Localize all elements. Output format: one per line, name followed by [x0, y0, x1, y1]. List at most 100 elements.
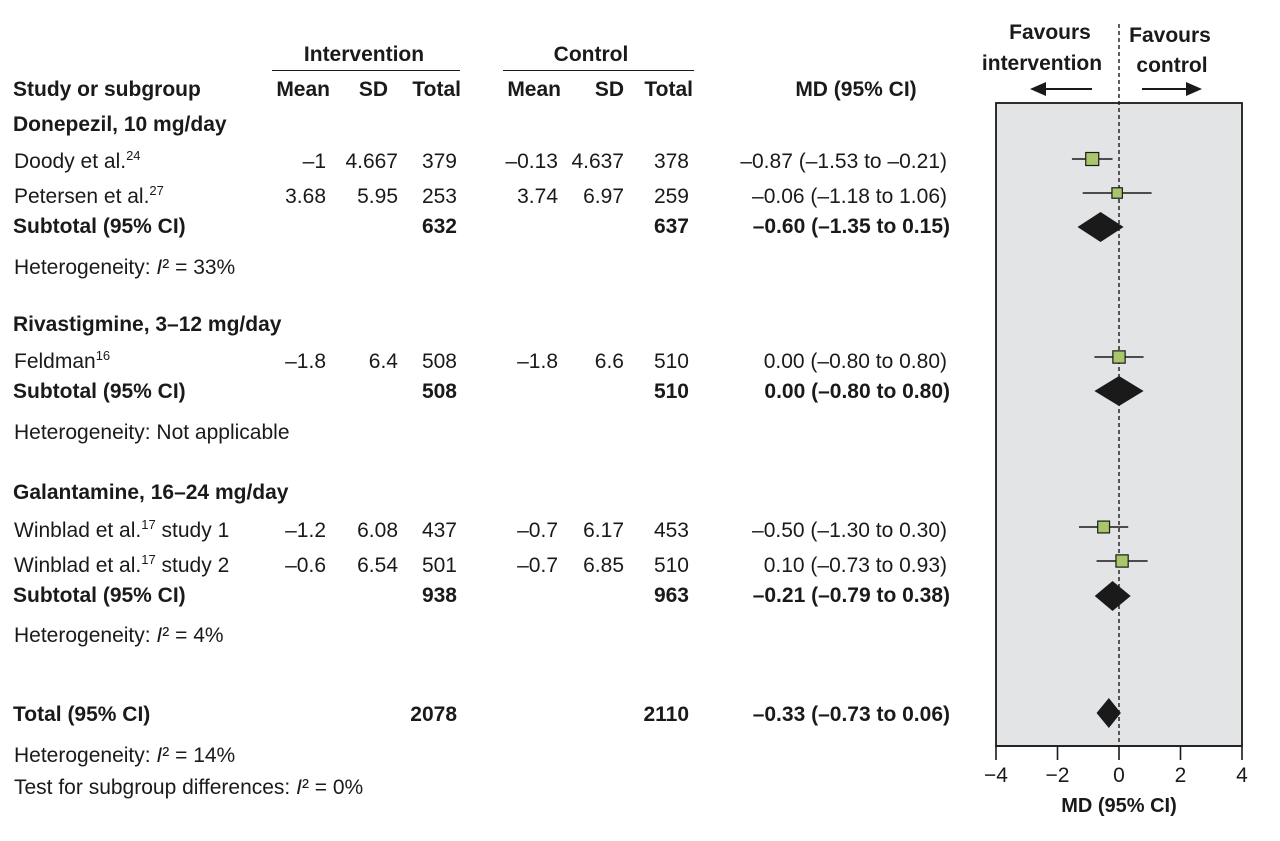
study-effect-square	[1115, 554, 1129, 568]
study-name: Winblad et al.17 study 2	[14, 552, 230, 578]
study-suffix: study 1	[155, 519, 230, 542]
subtotal-label: Subtotal (95% CI)	[13, 380, 186, 403]
study-name-text: Feldman	[14, 350, 96, 373]
intervention-total: 508	[421, 380, 457, 403]
favours-intervention-label: Favours	[1009, 21, 1091, 44]
intervention-total: 632	[421, 215, 457, 238]
subtotal-label: Total (95% CI)	[13, 703, 151, 726]
intervention-sd: 6.54	[357, 554, 398, 577]
intervention-header-underline	[272, 70, 460, 71]
arrow-left-icon	[1030, 82, 1046, 96]
heterogeneity-statistic: Heterogeneity: I² = 33%	[14, 256, 235, 280]
control-mean-header: Mean	[507, 78, 561, 101]
control-total: 2110	[643, 703, 689, 726]
arrow-right-icon	[1186, 82, 1202, 96]
reference-number: 17	[141, 517, 156, 532]
control-sd: 6.97	[583, 185, 624, 208]
control-sd: 6.85	[583, 554, 624, 577]
reference-number: 27	[149, 183, 164, 198]
md-value: –0.33 (–0.73 to 0.06)	[752, 703, 950, 726]
i-squared-symbol: I	[296, 776, 302, 799]
control-mean: 3.74	[517, 185, 558, 208]
heterogeneity-value: ² = 14%	[162, 744, 236, 767]
intervention-total: 2078	[410, 703, 457, 726]
intervention-header: Intervention	[303, 43, 425, 66]
study-table: Intervention Control Study or subgroup Mean…	[13, 43, 950, 800]
control-total: 453	[653, 519, 689, 542]
intervention-total: 938	[421, 584, 457, 607]
intervention-sd: 5.95	[357, 185, 398, 208]
study-effect-square	[1112, 350, 1126, 364]
intervention-total: 501	[421, 554, 457, 577]
study-suffix: study 2	[155, 554, 230, 577]
study-name-text: Winblad et al.	[14, 554, 142, 577]
heterogeneity-statistic: Heterogeneity: I² = 4%	[14, 624, 224, 648]
control-total: 378	[653, 150, 689, 173]
heterogeneity-value: ² = 4%	[162, 624, 224, 647]
x-tick-label: 2	[1175, 764, 1187, 787]
md-value: 0.10 (–0.73 to 0.93)	[763, 554, 947, 577]
control-total-header: Total	[644, 78, 693, 101]
md-value: –0.87 (–1.53 to –0.21)	[740, 150, 947, 173]
reference-number: 16	[95, 348, 111, 363]
favours-intervention-label: intervention	[982, 52, 1102, 75]
subgroup-heading: Donepezil, 10 mg/day	[13, 113, 227, 136]
subgroup-heading: Rivastigmine, 3–12 mg/day	[13, 313, 282, 336]
study-name-text: Petersen et al.	[14, 185, 150, 208]
favours-control-label: control	[1136, 54, 1207, 77]
i-squared-symbol: I	[156, 744, 163, 767]
control-mean: –0.13	[505, 150, 558, 173]
study-effect-square	[1111, 187, 1123, 199]
control-total: 510	[653, 554, 689, 577]
control-total: 510	[653, 350, 689, 373]
study-name: Petersen et al.27	[14, 183, 164, 209]
x-tick-label: 4	[1236, 764, 1248, 787]
intervention-total: 437	[421, 519, 457, 542]
intervention-sd: 6.4	[368, 350, 398, 373]
md-value: –0.50 (–1.30 to 0.30)	[752, 519, 947, 542]
md-value: 0.00 (–0.80 to 0.80)	[764, 380, 950, 403]
reference-number: 24	[126, 148, 141, 163]
control-mean: –1.8	[517, 350, 558, 373]
pooled-effect-diamond	[1094, 581, 1131, 611]
study-column-header: Study or subgroup	[13, 78, 201, 101]
x-tick-label: −4	[984, 764, 1008, 787]
control-total: 963	[653, 584, 689, 607]
subtotal-label: Subtotal (95% CI)	[13, 584, 186, 607]
control-mean: –0.7	[517, 554, 558, 577]
reference-number: 17	[141, 552, 156, 567]
md-value: 0.00 (–0.80 to 0.80)	[763, 350, 947, 373]
md-value: –0.60 (–1.35 to 0.15)	[752, 215, 950, 238]
heterogeneity-value: ² = 33%	[162, 256, 236, 279]
heterogeneity-prefix: Heterogeneity:	[14, 624, 157, 647]
control-total: 259	[653, 185, 689, 208]
intervention-mean-header: Mean	[276, 78, 330, 101]
intervention-total: 253	[421, 185, 457, 208]
intervention-mean: 3.68	[285, 185, 326, 208]
intervention-mean: –1.2	[285, 519, 326, 542]
i-squared-symbol: I	[156, 624, 163, 647]
intervention-mean: –1.8	[285, 350, 326, 373]
study-effect-square	[1097, 520, 1111, 534]
heterogeneity-prefix: Test for subgroup differences:	[14, 776, 297, 799]
heterogeneity-statistic: Test for subgroup differences: I² = 0%	[14, 776, 363, 800]
heterogeneity-statistic: Heterogeneity: I² = 14%	[14, 744, 235, 768]
md-value: –0.21 (–0.79 to 0.38)	[752, 584, 950, 607]
intervention-mean: –1	[302, 150, 326, 173]
pooled-effect-diamond	[1096, 698, 1121, 728]
md-value: –0.06 (–1.18 to 1.06)	[752, 185, 947, 208]
control-sd: 4.637	[571, 150, 624, 173]
study-effect-square	[1085, 151, 1100, 167]
intervention-sd-header: SD	[358, 78, 388, 101]
control-mean: –0.7	[517, 519, 558, 542]
heterogeneity-prefix: Heterogeneity:	[14, 744, 157, 767]
pooled-effect-diamond	[1094, 376, 1144, 406]
intervention-total-header: Total	[412, 78, 461, 101]
study-name: Feldman16	[14, 348, 111, 374]
heterogeneity-statistic: Heterogeneity: Not applicable	[14, 421, 290, 444]
x-tick-label: 0	[1113, 764, 1125, 787]
study-name: Doody et al.24	[14, 148, 141, 174]
subtotal-label: Subtotal (95% CI)	[13, 215, 186, 238]
